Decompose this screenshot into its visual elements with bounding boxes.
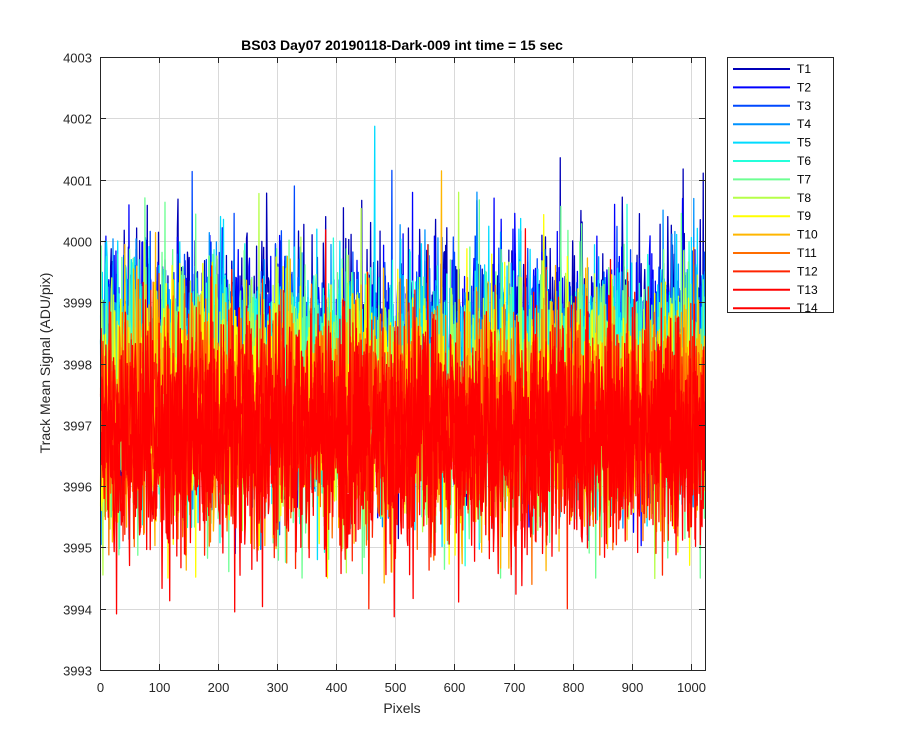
y-tick-label: 3993 [63,664,92,679]
x-tick-label: 900 [622,680,644,695]
y-tick-label: 3995 [63,541,92,556]
legend-label-t14: T14 [797,301,818,315]
chart-title: BS03 Day07 20190118-Dark-009 int time = … [241,37,563,53]
y-tick-label: 4003 [63,51,92,66]
legend-label-t1: T1 [797,62,811,76]
ticks [100,57,705,671]
x-tick-label: 600 [444,680,466,695]
legend-label-t5: T5 [797,136,811,150]
legend-label-t10: T10 [797,228,818,242]
y-tick-label: 3997 [63,419,92,434]
x-tick-label: 200 [208,680,230,695]
y-tick-label: 4001 [63,174,92,189]
x-tick-label: 100 [149,680,171,695]
legend-label-t11: T11 [797,246,817,260]
y-axis-label: Track Mean Signal (ADU/pix) [37,273,53,454]
y-tick-label: 3999 [63,296,92,311]
x-tick-label: 800 [563,680,585,695]
legend-label-t9: T9 [797,209,811,223]
series-line-t14 [99,258,706,618]
y-tick-label: 3996 [63,480,92,495]
legend-box [727,57,834,313]
series-layer [99,125,706,618]
legend-label-t7: T7 [797,172,811,186]
x-tick-label: 400 [326,680,348,695]
legend-label-t6: T6 [797,154,811,168]
x-tick-label: 0 [97,680,104,695]
x-tick-label: 300 [267,680,289,695]
y-tick-label: 3994 [63,603,92,618]
legend-label-t4: T4 [797,117,811,131]
x-axis-label: Pixels [383,700,420,716]
y-tick-label: 3998 [63,358,92,373]
legend-label-t2: T2 [797,80,811,94]
tick-labels: 0 100 200 300 400 500 600 700 800 900 1000 3993 3994… [63,51,706,696]
x-tick-label: 500 [385,680,407,695]
legend-label-t8: T8 [797,191,811,205]
y-tick-label: 4000 [63,235,92,250]
legend-label-t3: T3 [797,99,811,113]
y-tick-label: 4002 [63,112,92,127]
x-tick-label: 700 [504,680,526,695]
legend: T1 T2 T3 T4 T5 T6 T7 T8 T9 T10 T11 T12 T13 T14 [727,57,834,315]
legend-label-t13: T13 [797,283,818,297]
x-tick-label: 1000 [677,680,706,695]
legend-label-t12: T12 [797,264,818,278]
